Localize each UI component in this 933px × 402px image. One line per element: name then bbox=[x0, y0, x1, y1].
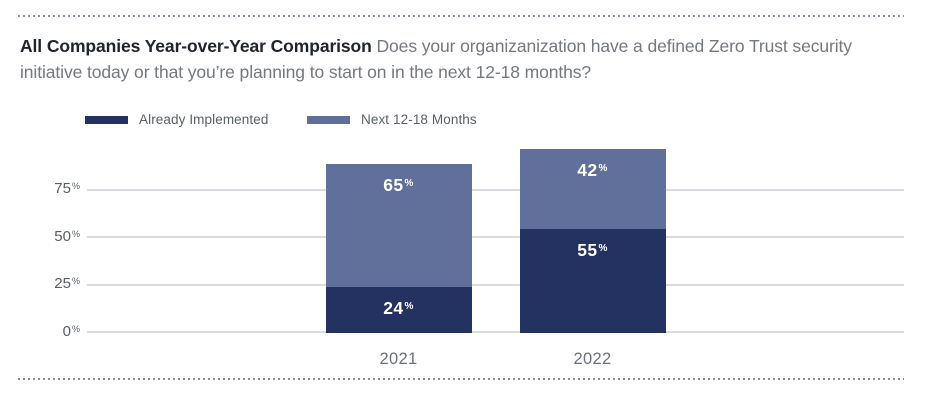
bottom-dotted-divider bbox=[18, 378, 904, 380]
bar-value-label: 65% bbox=[383, 174, 414, 195]
y-axis-tick-0: 0% bbox=[62, 323, 80, 340]
legend-swatch-next-12-18-months bbox=[307, 115, 350, 124]
x-axis-label-2021: 2021 bbox=[379, 350, 418, 368]
legend-swatch-already-implemented bbox=[85, 115, 128, 124]
y-axis-tick-25: 25% bbox=[54, 275, 80, 293]
chart-title-bold: All Companies Year-over-Year Comparison bbox=[20, 36, 372, 56]
bar-segment-2022-next-12-18-months: 42% bbox=[519, 148, 666, 229]
y-axis-tick-50: 50% bbox=[54, 228, 80, 245]
y-axis-tick-75: 75% bbox=[54, 180, 80, 198]
chart-title: All Companies Year-over-Year Comparison … bbox=[20, 33, 900, 85]
bar-value-label: 24% bbox=[383, 298, 414, 319]
legend-label: Already Implemented bbox=[139, 112, 269, 127]
chart-title-question: Does your organizanization have a define… bbox=[20, 36, 852, 82]
gridline-25 bbox=[87, 283, 904, 286]
gridline-50 bbox=[87, 236, 904, 238]
bar-segment-2021-next-12-18-months: 65% bbox=[325, 163, 472, 288]
bar-value-label: 42% bbox=[577, 159, 608, 180]
bar-segment-2021-already-implemented: 24% bbox=[325, 287, 472, 333]
top-dotted-divider bbox=[18, 15, 904, 17]
legend-item-already-implemented: Already Implemented bbox=[85, 112, 268, 127]
plot-area: 24% 65% 2021 55% 42% 2022 bbox=[87, 143, 904, 368]
legend-item-next-12-18-months: Next 12-18 Months bbox=[307, 112, 477, 127]
bar-segment-2022-already-implemented: 55% bbox=[519, 228, 666, 333]
x-axis-label-2022: 2022 bbox=[573, 350, 612, 368]
bar-value-label: 55% bbox=[577, 239, 608, 260]
gridline-75 bbox=[87, 188, 904, 191]
legend-label: Next 12-18 Months bbox=[361, 112, 477, 127]
y-axis: 0% 25% 50% 75% bbox=[28, 143, 80, 341]
gridline-0 bbox=[87, 331, 904, 333]
